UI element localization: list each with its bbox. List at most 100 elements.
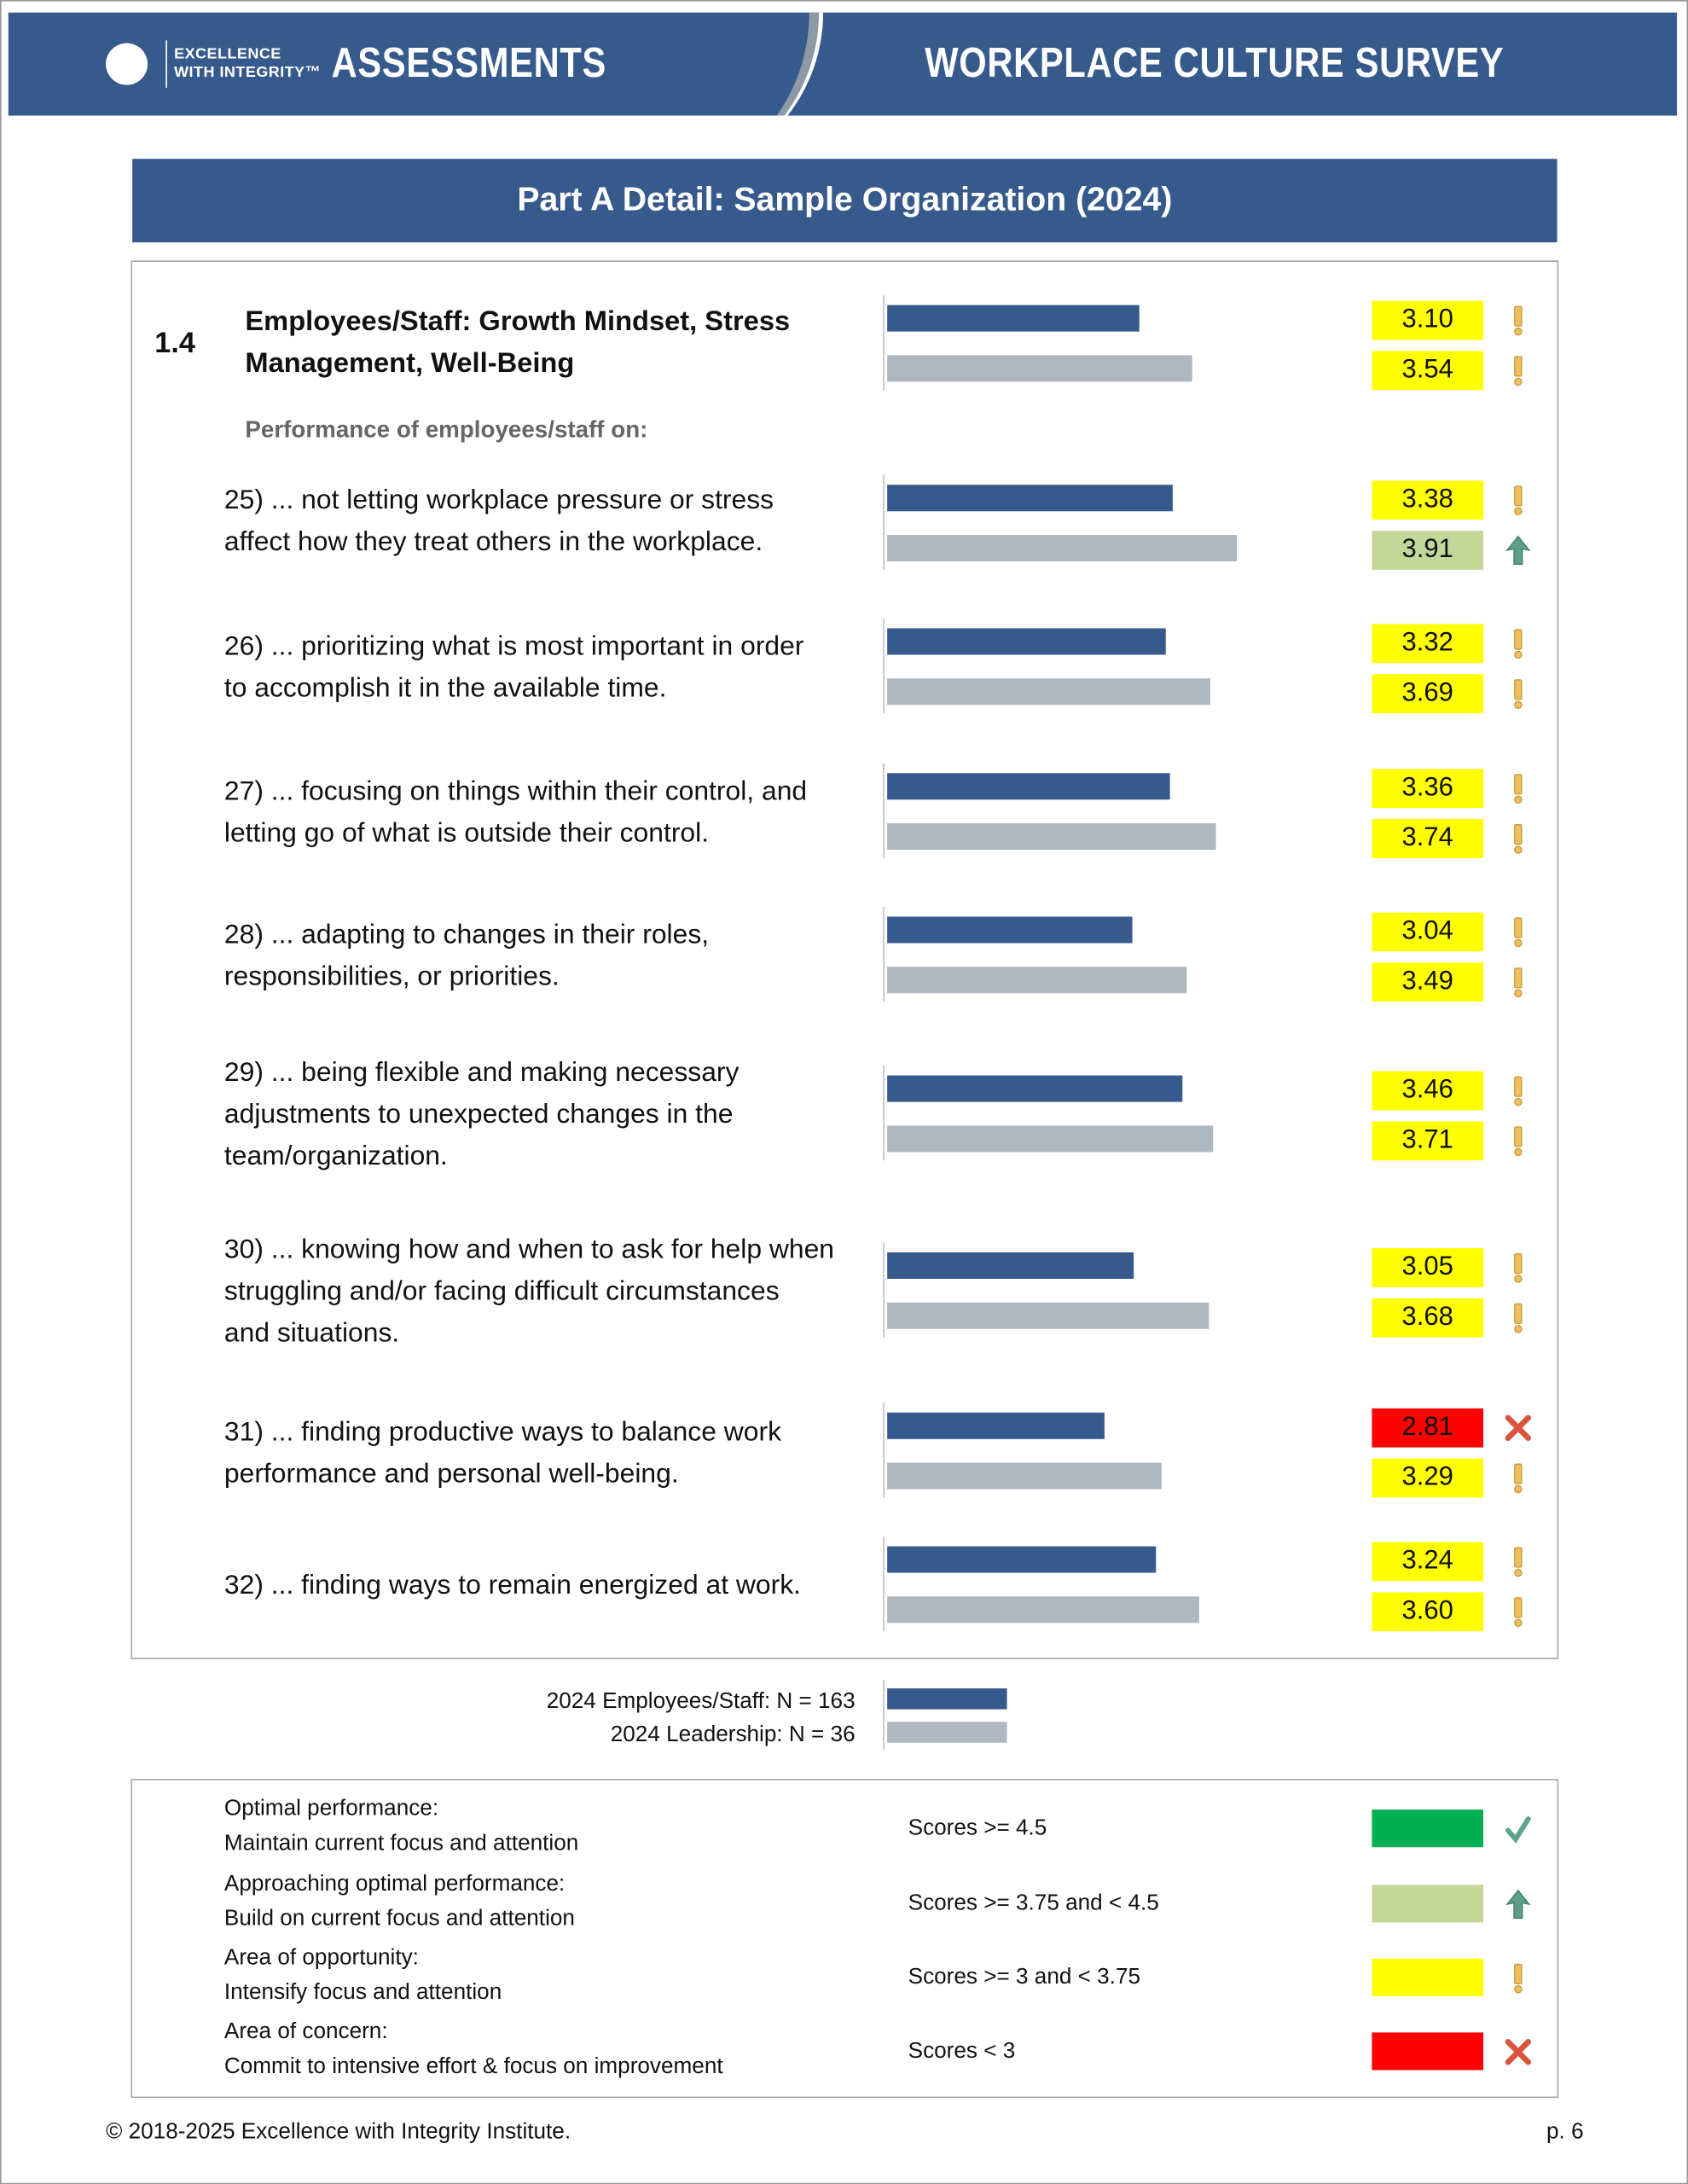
legend-status-range: Scores >= 3.75 and < 4.5 [908, 1891, 1159, 1916]
legend-status-title: Approaching optimal performance: [223, 1872, 566, 1896]
item-26-employees-bar [887, 628, 1166, 655]
item-30-leadership-bar [887, 1302, 1209, 1329]
detail-panel [131, 260, 1559, 1659]
arrow-up-icon [1505, 532, 1533, 568]
legend-employees-swatch [887, 1688, 1007, 1710]
item-question-line: team/organization. [223, 1141, 448, 1172]
exclamation-icon [1505, 482, 1533, 518]
item-question-text: 28) ... adapting to changes in their rol… [224, 914, 709, 997]
section-employees-bar [887, 305, 1140, 332]
item-26-employees-score: 3.32 [1372, 624, 1484, 664]
item-30-axis [883, 1242, 885, 1338]
exclamation-icon [1505, 770, 1533, 806]
section-leadership-score: 3.54 [1372, 351, 1484, 391]
logo-line-1: EXCELLENCE [174, 45, 281, 63]
exclamation-icon [1505, 1299, 1533, 1335]
item-31-employees-bar [887, 1412, 1105, 1439]
section-title-line: Employees/Staff: Growth Mindset, Stress [245, 306, 791, 338]
exclamation-icon [1505, 1543, 1533, 1579]
exclamation-icon [1505, 1594, 1533, 1629]
item-29-employees-score: 3.46 [1372, 1071, 1484, 1111]
legend-status-title: Area of opportunity: [223, 1946, 419, 1970]
item-question-line: responsibilities, or priorities. [223, 961, 560, 992]
section-employees-score: 3.10 [1372, 300, 1484, 340]
header-banner: EXCELLENCE WITH INTEGRITY™ ASSESSMENTS W… [8, 12, 1678, 116]
exclamation-icon [1505, 821, 1533, 857]
item-question-line: 30) ... knowing how and when to ask for … [223, 1234, 835, 1265]
item-29-leadership-bar [887, 1125, 1213, 1153]
item-question-line: affect how they treat others in the work… [223, 526, 763, 558]
x-icon [1505, 1409, 1533, 1445]
logo-line-2: WITH INTEGRITY™ [174, 64, 322, 81]
item-25-employees-bar [887, 485, 1174, 512]
status-legend-panel [131, 1779, 1559, 2099]
item-question-text: 26) ... prioritizing what is most import… [224, 625, 804, 709]
exclamation-icon [1505, 1250, 1533, 1286]
item-question-line: 27) ... focusing on things within their … [223, 775, 808, 807]
item-27-employees-score: 3.36 [1372, 769, 1484, 809]
item-question-line: and situations. [223, 1317, 400, 1349]
check-icon [1505, 1811, 1533, 1847]
legend-employees-label: 2024 Employees/Staff: N = 163 [546, 1689, 856, 1714]
item-30-leadership-score: 3.68 [1372, 1298, 1484, 1338]
item-26-axis [883, 619, 885, 714]
legend-leadership-swatch [887, 1722, 1007, 1743]
exclamation-icon [1505, 964, 1533, 1000]
legend-color-swatch [1372, 1809, 1484, 1848]
item-question-line: 25) ... not letting workplace pressure o… [223, 485, 774, 516]
item-32-employees-bar [887, 1546, 1157, 1573]
exclamation-icon [1505, 914, 1533, 950]
header-swoosh-line [652, 12, 824, 116]
arrow-up-icon [1505, 1886, 1533, 1922]
section-leadership-bar [887, 355, 1192, 382]
exclamation-icon [1505, 352, 1533, 388]
item-question-line: 29) ... being flexible and making necess… [223, 1057, 740, 1089]
item-25-axis [883, 474, 885, 570]
item-29-axis [883, 1066, 885, 1161]
item-29-employees-bar [887, 1075, 1183, 1102]
item-32-employees-score: 3.24 [1372, 1542, 1484, 1582]
legend-leadership-label: 2024 Leadership: N = 36 [610, 1722, 856, 1747]
item-question-text: 27) ... focusing on things within their … [224, 770, 807, 854]
legend-status-range: Scores >= 4.5 [908, 1816, 1047, 1841]
section-title-line: Management, Well-Being [245, 348, 575, 380]
page-number: p. 6 [1546, 2120, 1584, 2145]
legend-status-action: Build on current focus and attention [223, 1907, 575, 1931]
item-question-line: letting go of what is outside their cont… [223, 817, 710, 849]
exclamation-icon [1505, 1123, 1533, 1159]
legend-axis [883, 1680, 885, 1750]
logo-divider [165, 40, 167, 88]
item-question-line: 28) ... adapting to changes in their rol… [223, 919, 710, 950]
item-question-line: adjustments to unexpected changes in the [223, 1099, 734, 1130]
section-title: Employees/Staff: Growth Mindset, Stress … [245, 301, 790, 385]
item-question-line: to accomplish it in the available time. [223, 672, 667, 704]
legend-status-title: Area of concern: [223, 2019, 388, 2044]
item-question-text: 30) ... knowing how and when to ask for … [224, 1228, 834, 1354]
exclamation-icon [1505, 302, 1533, 338]
section-axis [883, 295, 885, 391]
survey-name: WORKPLACE CULTURE SURVEY [925, 40, 1505, 87]
item-27-employees-bar [887, 773, 1171, 800]
item-27-leadership-score: 3.74 [1372, 819, 1484, 858]
section-number: 1.4 [154, 327, 195, 360]
item-32-leadership-bar [887, 1596, 1200, 1623]
item-26-leadership-score: 3.69 [1372, 674, 1484, 714]
exclamation-icon [1505, 1960, 1533, 1995]
item-27-axis [883, 763, 885, 858]
item-question-line: struggling and/or facing difficult circu… [223, 1275, 780, 1307]
legend-color-swatch [1372, 2032, 1484, 2071]
item-28-employees-score: 3.04 [1372, 912, 1484, 952]
logo-text: EXCELLENCE WITH INTEGRITY™ [174, 46, 321, 82]
item-27-leadership-bar [887, 823, 1216, 851]
exclamation-icon [1505, 1072, 1533, 1108]
legend-status-action: Maintain current focus and attention [223, 1832, 579, 1856]
item-question-text: 31) ... finding productive ways to balan… [224, 1411, 781, 1495]
item-25-leadership-score: 3.91 [1372, 531, 1484, 570]
exclamation-icon [1505, 625, 1533, 661]
item-28-employees-bar [887, 916, 1133, 944]
item-31-employees-score: 2.81 [1372, 1408, 1484, 1448]
section-subheading: Performance of employees/staff on: [245, 416, 648, 444]
item-31-leadership-bar [887, 1462, 1163, 1490]
item-28-leadership-score: 3.49 [1372, 962, 1484, 1002]
